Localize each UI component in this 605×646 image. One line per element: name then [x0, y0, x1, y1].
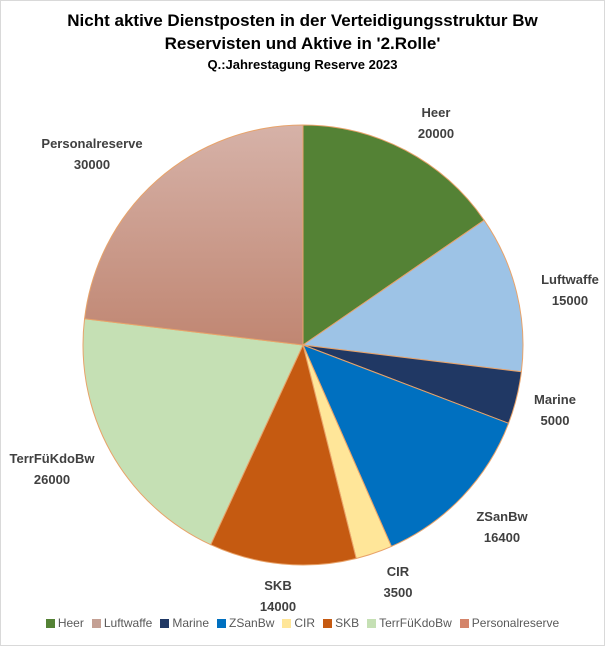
legend-item-personalreserve: Personalreserve: [459, 616, 560, 630]
data-label-name: TerrFüKdoBw: [9, 451, 95, 466]
pie-slice-luftwaffe: [301, 219, 524, 373]
data-label-value: 5000: [540, 413, 570, 428]
legend-label: CIR: [294, 616, 316, 630]
data-label-value: 20000: [417, 126, 455, 141]
pie-slice-terrfükdobw: [82, 318, 304, 546]
legend-swatch: [459, 618, 469, 628]
data-label-value: 26000: [33, 472, 71, 487]
data-label-value: 3500: [383, 585, 413, 600]
legend-label: SKB: [335, 616, 360, 630]
data-label-terrfükdobw: TerrFüKdoBw 26000: [0, 448, 112, 490]
pie-slice-personalreserve: [84, 124, 304, 346]
legend-swatch: [91, 618, 101, 628]
data-label-marine: Marine 5000: [495, 389, 605, 431]
data-label-name: CIR: [386, 564, 410, 579]
data-label-name: Heer: [421, 105, 451, 120]
data-label-name: Personalreserve: [41, 136, 143, 151]
data-label-name: Marine: [534, 392, 576, 407]
chart-source: Q.:Jahrestagung Reserve 2023: [207, 57, 398, 72]
data-label-value: 16400: [483, 530, 521, 545]
data-label-skb: SKB 14000: [218, 575, 338, 617]
legend-label: Luftwaffe: [103, 616, 153, 630]
data-label-cir: CIR 3500: [338, 561, 458, 603]
data-label-heer: Heer 20000: [376, 102, 496, 144]
legend-label: Marine: [172, 616, 210, 630]
legend-item-luftwaffe: Luftwaffe: [91, 616, 153, 630]
legend-item-zsanbw: ZSanBw: [217, 616, 274, 630]
legend-item-marine: Marine: [160, 616, 209, 630]
legend: Heer Luftwaffe Marine ZSanBw CIR SKB TerrFüKdo…: [0, 616, 605, 630]
data-label-value: 14000: [259, 599, 297, 614]
data-label-personalreserve: Personalreserve 30000: [32, 133, 152, 175]
legend-item-heer: Heer: [45, 616, 84, 630]
legend-item-terrfükdobw: TerrFüKdoBw: [367, 616, 452, 630]
pie-slice-heer: [302, 124, 485, 346]
legend-swatch: [160, 618, 170, 628]
chart-title: Nicht aktive Dienstposten in der Verteid…: [67, 11, 538, 30]
pie-slice-zsanbw: [302, 344, 510, 548]
data-label-value: 30000: [73, 157, 111, 172]
data-label-name: ZSanBw: [476, 509, 528, 524]
legend-label: Heer: [57, 616, 84, 630]
data-label-zsanbw: ZSanBw 16400: [442, 506, 562, 548]
chart-titles: Nicht aktive Dienstposten in der Verteid…: [0, 10, 605, 75]
legend-swatch: [323, 618, 333, 628]
legend-label: ZSanBw: [229, 616, 275, 630]
legend-item-skb: SKB: [323, 616, 359, 630]
legend-item-cir: CIR: [282, 616, 315, 630]
legend-label: Personalreserve: [471, 616, 560, 630]
data-label-luftwaffe: Luftwaffe 15000: [510, 269, 605, 311]
data-label-value: 15000: [551, 293, 589, 308]
pie-slice-skb: [210, 343, 357, 566]
legend-swatch: [282, 618, 292, 628]
legend-label: TerrFüKdoBw: [379, 616, 452, 630]
legend-swatch: [217, 618, 227, 628]
data-label-name: Luftwaffe: [541, 272, 599, 287]
data-label-name: SKB: [264, 578, 292, 593]
legend-swatch: [367, 618, 377, 628]
chart-subtitle: Reservisten und Aktive in '2.Rolle': [164, 34, 441, 53]
legend-swatch: [45, 618, 55, 628]
